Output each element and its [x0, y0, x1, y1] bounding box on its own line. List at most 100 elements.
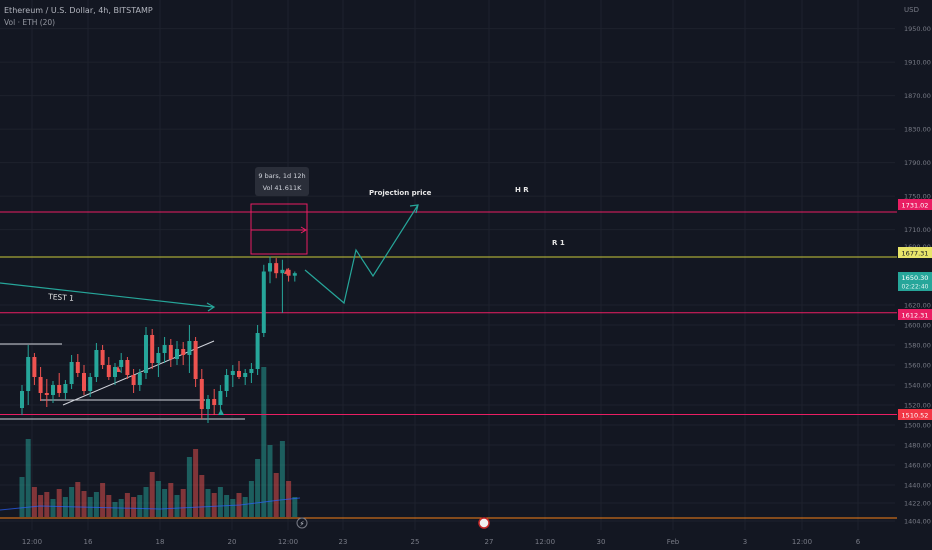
test-1-label: TEST 1: [47, 292, 75, 303]
price-tick-label: 1440.00: [904, 482, 931, 490]
candle-body: [268, 263, 272, 272]
chart-title: Ethereum / U.S. Dollar, 4h, BITSTAMP: [4, 6, 153, 15]
price-tag-level-3: [898, 309, 932, 320]
candle-body: [156, 353, 161, 363]
volume-bar: [186, 457, 192, 517]
time-tick-label: 6: [856, 538, 861, 546]
candle-body: [187, 341, 192, 355]
candle-body: [32, 357, 37, 377]
volume-bar: [31, 487, 37, 517]
candle-body: [137, 373, 142, 385]
volume-ma-line: [0, 497, 301, 511]
projection-arrowhead: [409, 204, 419, 214]
volume-bar: [279, 441, 285, 517]
time-tick-label: 12:00: [278, 538, 298, 546]
volume-bar: [242, 497, 248, 517]
candle-body: [168, 345, 173, 359]
price-tag-level-4-text: 1510.52: [902, 412, 929, 420]
test-1-trendline: [0, 282, 214, 308]
candle-body: [100, 350, 105, 365]
candle-body: [286, 269, 291, 276]
volume-bar: [217, 487, 223, 517]
price-tick-label: 1480.00: [904, 442, 931, 450]
time-tick-label: 12:00: [792, 538, 812, 546]
price-tick-label: 1950.00: [904, 25, 931, 33]
candle-body: [162, 345, 167, 353]
candle-body: [113, 367, 117, 377]
test-1-arrowhead: [206, 302, 216, 312]
countdown-text: 02:22:40: [902, 284, 929, 291]
volume-bar: [168, 483, 174, 517]
volume-bar: [149, 472, 155, 517]
candle-body: [199, 379, 204, 409]
candle-body: [292, 273, 297, 276]
measure-volume-text: Vol 41.611K: [263, 184, 303, 192]
candle-body: [51, 385, 55, 395]
volume-bar: [81, 491, 87, 517]
projection-price-label: Projection price: [369, 189, 432, 197]
up-marker: [218, 409, 224, 415]
measure-bars-text: 9 bars, 1d 12h: [258, 172, 305, 180]
volume-bar: [50, 499, 56, 517]
flag-event-icon[interactable]: [478, 517, 490, 529]
time-axis: 12:00 16 18 20 12:00 23 25 27 12:00 30 Feb 3 12:00 6: [22, 538, 861, 546]
price-tick-label: 1870.00: [904, 92, 931, 100]
candle-body: [150, 335, 155, 363]
time-tick-label: Feb: [667, 538, 680, 546]
time-tick-label: 12:00: [535, 538, 555, 546]
price-tick-label: 1560.00: [904, 362, 931, 370]
candle-body: [206, 399, 210, 409]
volume-bar: [93, 492, 99, 517]
price-tick-label: 1520.00: [904, 402, 931, 410]
volume-bar: [131, 497, 137, 517]
measure-tooltip: [255, 167, 309, 196]
measure-arrow-head: [300, 226, 307, 234]
current-price-text: 1650.30: [902, 274, 929, 282]
candle-body: [181, 349, 186, 355]
candle-body: [218, 391, 223, 405]
time-tick-label: 3: [743, 538, 747, 546]
candle-body: [44, 393, 49, 395]
candle-body: [274, 263, 279, 274]
volume-bar: [19, 477, 25, 517]
candle-body: [212, 399, 217, 405]
volume-bar: [273, 473, 279, 517]
candle-body: [175, 349, 179, 359]
time-tick-label: 25: [411, 538, 420, 546]
volume-bar: [174, 495, 180, 517]
candle-body: [57, 385, 62, 393]
volume-bar: [255, 459, 261, 517]
volume-bar: [100, 483, 106, 517]
candle-body: [125, 360, 130, 375]
price-tick-label: 1830.00: [904, 126, 931, 134]
hr-label: H R: [515, 186, 529, 194]
bolt-glyph: ⚡: [300, 520, 305, 528]
volume-bar: [205, 489, 211, 517]
time-tick-label: 16: [84, 538, 93, 546]
price-tick-label: 1710.00: [904, 226, 931, 234]
volume-bar: [155, 481, 161, 517]
candle-body: [63, 384, 68, 393]
candle-body: [26, 357, 31, 391]
volume-bar: [137, 495, 143, 517]
price-tick-label: 1790.00: [904, 159, 931, 167]
price-tag-hr-text: 1731.02: [902, 202, 929, 210]
volume-bars: [0, 367, 301, 517]
price-tick-label: 1690.00: [904, 243, 931, 251]
volume-bar: [267, 445, 273, 517]
price-tick-label: 1460.00: [904, 462, 931, 470]
candle-body: [193, 341, 198, 379]
candle-body: [230, 371, 235, 375]
time-tick-label: 18: [156, 538, 165, 546]
price-tick-label: 1540.00: [904, 382, 931, 390]
candle-body: [144, 335, 148, 373]
grid: [0, 0, 895, 530]
candle-body: [119, 360, 124, 367]
price-tag-r1-text: 1677.31: [902, 250, 929, 258]
bolt-icon[interactable]: [296, 517, 308, 529]
currency-label: USD: [904, 6, 919, 14]
price-tick-label: 1500.00: [904, 422, 931, 430]
